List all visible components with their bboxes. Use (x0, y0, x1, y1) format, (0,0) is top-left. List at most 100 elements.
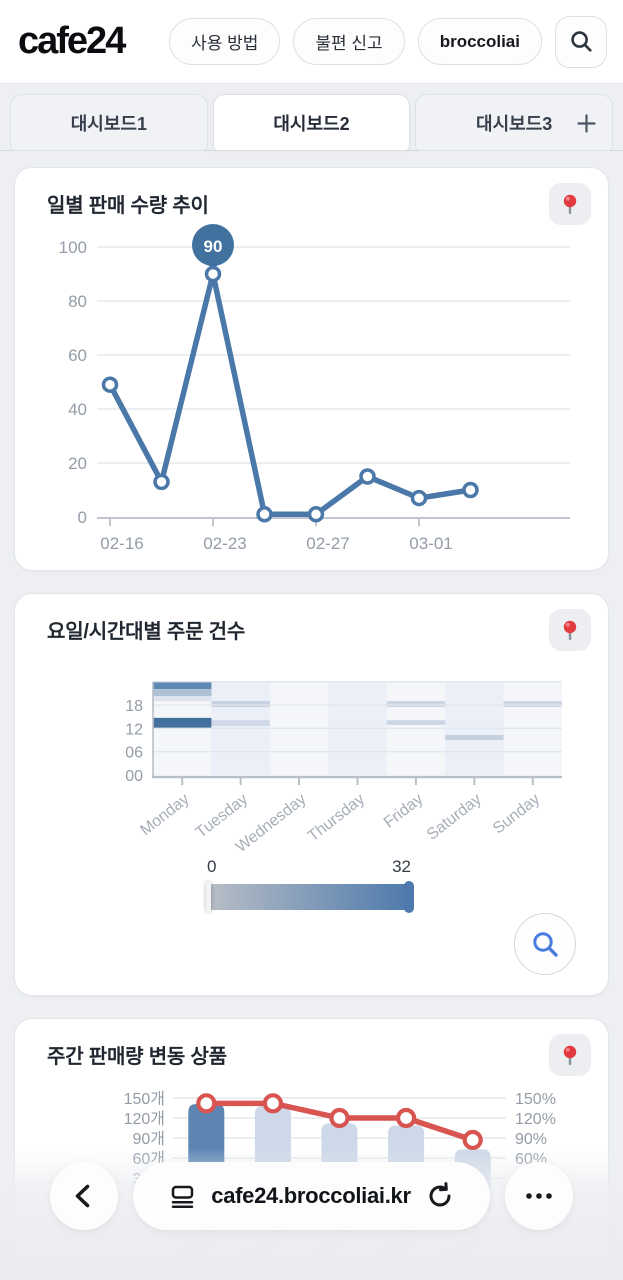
heatmap-cell[interactable] (211, 701, 270, 707)
scale-labels: 0 32 (206, 857, 412, 877)
svg-text:40: 40 (68, 400, 87, 419)
dashboard-content: 일별 판매 수량 추이 0 20 40 60 80 100 02-16 02-23 02-27 0… (0, 151, 623, 1280)
back-chevron-icon (75, 1184, 90, 1208)
tab-dashboard-2[interactable]: 대시보드2 (212, 94, 411, 151)
rate-point[interactable] (396, 1107, 417, 1129)
heatmap-cell[interactable] (153, 696, 212, 702)
report-issue-button[interactable]: 불편 신고 (293, 18, 405, 65)
tab-label: 대시보드1 (70, 113, 147, 134)
card-title: 주간 판매량 변동 상품 (47, 1046, 227, 1068)
heatmap-cell[interactable] (503, 701, 562, 707)
svg-text:12: 12 (125, 721, 143, 738)
heatmap-cell[interactable] (386, 701, 446, 707)
data-point[interactable] (101, 376, 119, 393)
app-header: cafe24 사용 방법 불편 신고 broccoliai (0, 0, 623, 84)
cafe24-logo[interactable]: cafe24 (18, 20, 126, 62)
heatmap-cell[interactable] (153, 717, 212, 728)
url-text: cafe24.broccoliai.kr (211, 1183, 411, 1208)
tab-dashboard-3[interactable]: 대시보드3 (415, 94, 614, 151)
scale-max-label: 32 (392, 857, 411, 876)
tab-label: 대시보드3 (476, 113, 553, 134)
browser-bottom-bar: cafe24.broccoliai.kr (0, 1162, 623, 1230)
plus-icon (577, 114, 596, 133)
svg-text:Saturday: Saturday (424, 791, 485, 844)
card-header: 주간 판매량 변동 상품 (15, 1019, 608, 1068)
rate-point[interactable] (196, 1093, 217, 1114)
svg-text:03-01: 03-01 (409, 534, 452, 553)
card-header: 요일/시간대별 주문 건수 (15, 594, 608, 643)
svg-text:Friday: Friday (381, 791, 426, 832)
data-point[interactable] (462, 481, 479, 499)
daily-sales-line-chart: 0 20 40 60 80 100 02-16 02-23 02-27 03-01 90 (59, 224, 570, 553)
tab-label: 대시보드2 (273, 113, 350, 134)
svg-text:100: 100 (59, 238, 87, 257)
pushpin-icon (563, 194, 577, 215)
rate-point[interactable] (262, 1093, 283, 1114)
scale-min-label: 0 (207, 857, 217, 876)
svg-text:20: 20 (68, 454, 87, 473)
pushpin-icon (563, 1045, 577, 1066)
data-point[interactable] (307, 506, 325, 523)
data-point[interactable] (153, 473, 170, 491)
search-icon (570, 31, 592, 52)
heatmap-cell[interactable] (153, 689, 212, 697)
data-point[interactable] (204, 265, 222, 283)
header-actions: 사용 방법 불편 신고 broccoliai (169, 15, 607, 68)
heatmap-zoom-button[interactable] (514, 913, 576, 975)
back-button[interactable] (50, 1162, 118, 1230)
svg-text:Thursday: Thursday (305, 791, 368, 845)
account-button[interactable]: broccoliai (417, 18, 542, 65)
data-point[interactable] (359, 468, 376, 485)
more-options-button[interactable] (505, 1162, 573, 1230)
heatmap-cell[interactable] (211, 720, 270, 727)
svg-text:00: 00 (125, 768, 143, 785)
svg-text:18: 18 (125, 698, 143, 715)
scale-handle-max[interactable] (404, 881, 414, 913)
zoom-icon (532, 931, 558, 957)
tabs-icon (172, 1185, 194, 1208)
card-title: 일별 판매 수량 추이 (47, 195, 209, 217)
url-bar[interactable]: cafe24.broccoliai.kr (133, 1162, 490, 1230)
scale-handle-min[interactable] (206, 882, 211, 912)
card-header: 일별 판매 수량 추이 (15, 168, 608, 217)
data-point[interactable] (256, 506, 273, 523)
add-dashboard-button[interactable] (574, 111, 599, 141)
usage-guide-button[interactable]: 사용 방법 (169, 18, 281, 65)
card-daily-sales: 일별 판매 수량 추이 0 20 40 60 80 100 02-16 02-23 02-27 0… (14, 167, 609, 571)
svg-text:150%: 150% (515, 1091, 556, 1108)
svg-text:02-16: 02-16 (100, 534, 143, 553)
svg-text:Monday: Monday (137, 791, 192, 839)
heatmap-cell[interactable] (386, 720, 446, 725)
scale-gradient-bar[interactable] (206, 881, 414, 913)
heatmap-color-scale: 0 32 (206, 857, 414, 913)
pin-button[interactable] (549, 183, 591, 225)
svg-text:60: 60 (68, 346, 87, 365)
svg-text:02-23: 02-23 (203, 534, 246, 553)
search-button[interactable] (555, 15, 607, 68)
svg-text:90%: 90% (515, 1131, 547, 1148)
svg-text:80: 80 (68, 292, 87, 311)
pin-button[interactable] (549, 609, 591, 651)
heatmap-cell[interactable] (153, 681, 212, 690)
svg-text:90: 90 (204, 237, 223, 256)
tab-dashboard-1[interactable]: 대시보드1 (10, 94, 208, 151)
svg-text:120%: 120% (515, 1111, 556, 1128)
heatmap-cell[interactable] (445, 734, 504, 741)
chart-tooltip: 90 (192, 224, 234, 269)
pin-button[interactable] (549, 1034, 591, 1076)
svg-text:02-27: 02-27 (306, 534, 349, 553)
refresh-icon[interactable] (426, 1182, 454, 1210)
sales-line (107, 271, 474, 518)
svg-text:Sunday: Sunday (490, 791, 543, 838)
svg-text:0: 0 (78, 508, 87, 527)
rate-point[interactable] (462, 1129, 483, 1151)
dashboard-tabbar: 대시보드1 대시보드2 대시보드3 (0, 84, 623, 151)
more-dots-icon (526, 1193, 552, 1199)
svg-text:150개: 150개 (124, 1090, 165, 1108)
rate-point[interactable] (329, 1107, 350, 1129)
data-point[interactable] (410, 489, 428, 507)
card-title: 요일/시간대별 주문 건수 (47, 621, 246, 643)
svg-text:90개: 90개 (132, 1130, 165, 1148)
